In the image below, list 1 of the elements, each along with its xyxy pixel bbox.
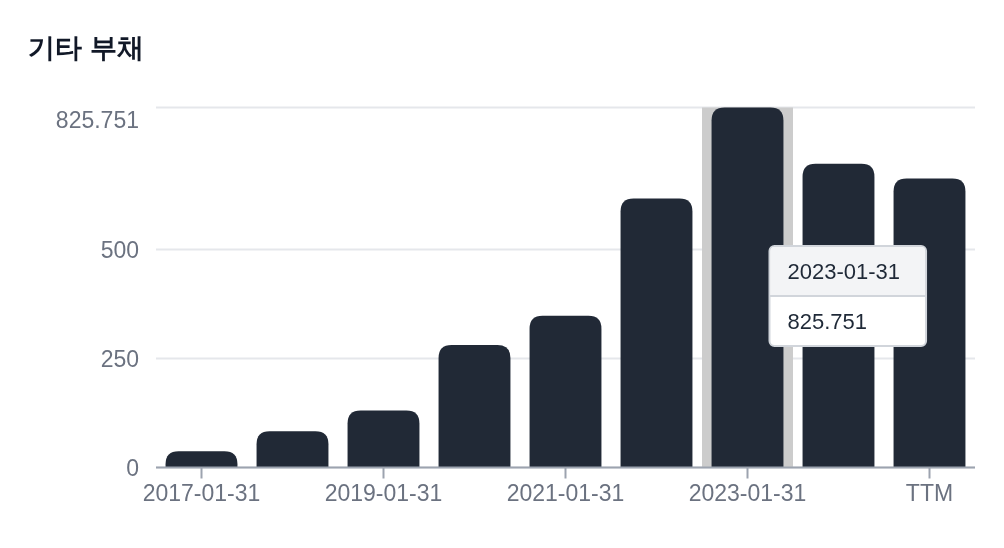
title: 기타 부채 (28, 33, 144, 63)
